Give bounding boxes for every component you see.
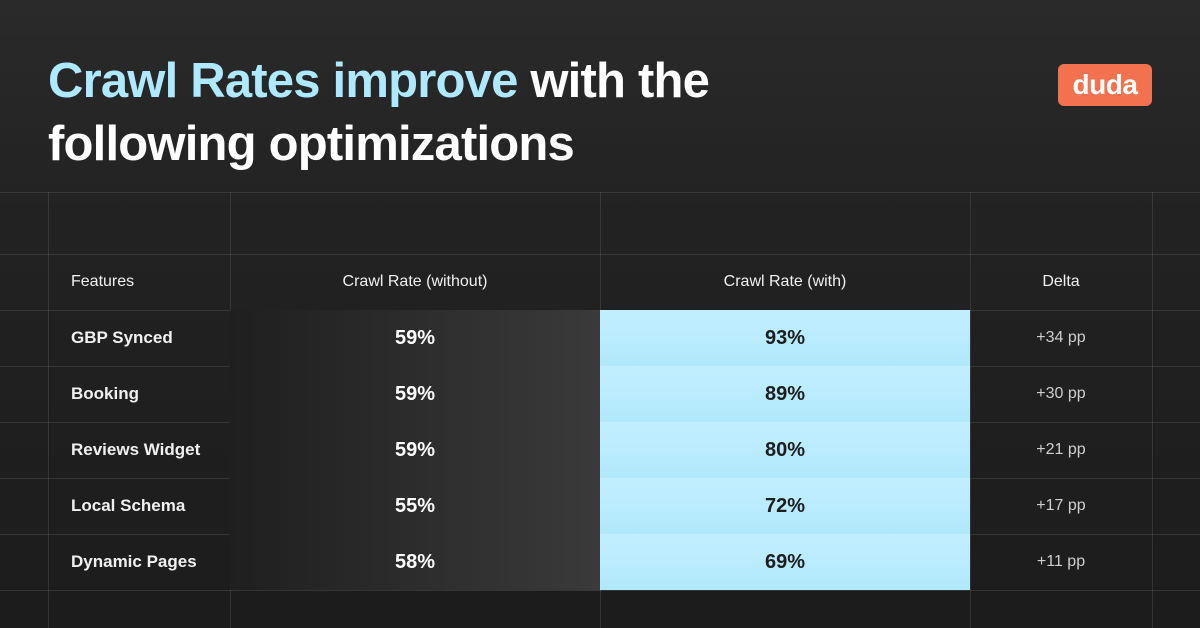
delta-cell: +17 pp <box>1036 497 1086 514</box>
crawl-rate-without-cell: 59% <box>230 422 600 478</box>
crawl-rate-without-cell: 59% <box>230 310 600 366</box>
table-row: Dynamic Pages 58% 69% +11 pp <box>48 534 1152 590</box>
delta-cell: +34 pp <box>1036 329 1086 346</box>
feature-cell: GBP Synced <box>71 328 173 347</box>
crawl-rate-without-cell: 58% <box>230 534 600 590</box>
duda-logo: duda <box>1058 64 1152 106</box>
crawl-rate-with-cell: 69% <box>600 534 970 590</box>
feature-cell: Reviews Widget <box>71 440 201 459</box>
page-title: Crawl Rates improve with the following o… <box>48 50 868 176</box>
table-row: Booking 59% 89% +30 pp <box>48 366 1152 422</box>
feature-cell: Dynamic Pages <box>71 552 197 571</box>
delta-cell: +21 pp <box>1036 441 1086 458</box>
delta-cell: +11 pp <box>1036 553 1086 570</box>
crawl-rate-with-cell: 89% <box>600 366 970 422</box>
feature-cell: Local Schema <box>71 496 186 515</box>
table-row: Local Schema 55% 72% +17 pp <box>48 478 1152 534</box>
crawl-rate-with-cell: 72% <box>600 478 970 534</box>
table-row: GBP Synced 59% 93% +34 pp <box>48 310 1152 366</box>
title-highlight: Crawl Rates improve <box>48 54 518 108</box>
crawl-rate-with-cell: 93% <box>600 310 970 366</box>
crawl-rate-table: Features Crawl Rate (without) Crawl Rate… <box>48 254 1152 590</box>
table-body: GBP Synced 59% 93% +34 pp Booking 59% 89% +30 p… <box>48 310 1152 590</box>
crawl-rate-without-cell: 59% <box>230 366 600 422</box>
table-row: Reviews Widget 59% 80% +21 pp <box>48 422 1152 478</box>
crawl-rate-with-cell: 80% <box>600 422 970 478</box>
column-header-with: Crawl Rate (with) <box>723 273 847 290</box>
table-header-row: Features Crawl Rate (without) Crawl Rate… <box>48 254 1152 310</box>
title-rest: with the following optimizations <box>48 54 710 171</box>
column-header-delta: Delta <box>1042 273 1080 290</box>
delta-cell: +30 pp <box>1036 385 1086 402</box>
crawl-rate-without-cell: 55% <box>230 478 600 534</box>
column-header-without: Crawl Rate (without) <box>342 273 488 290</box>
feature-cell: Booking <box>71 384 139 403</box>
column-header-features: Features <box>71 273 135 290</box>
